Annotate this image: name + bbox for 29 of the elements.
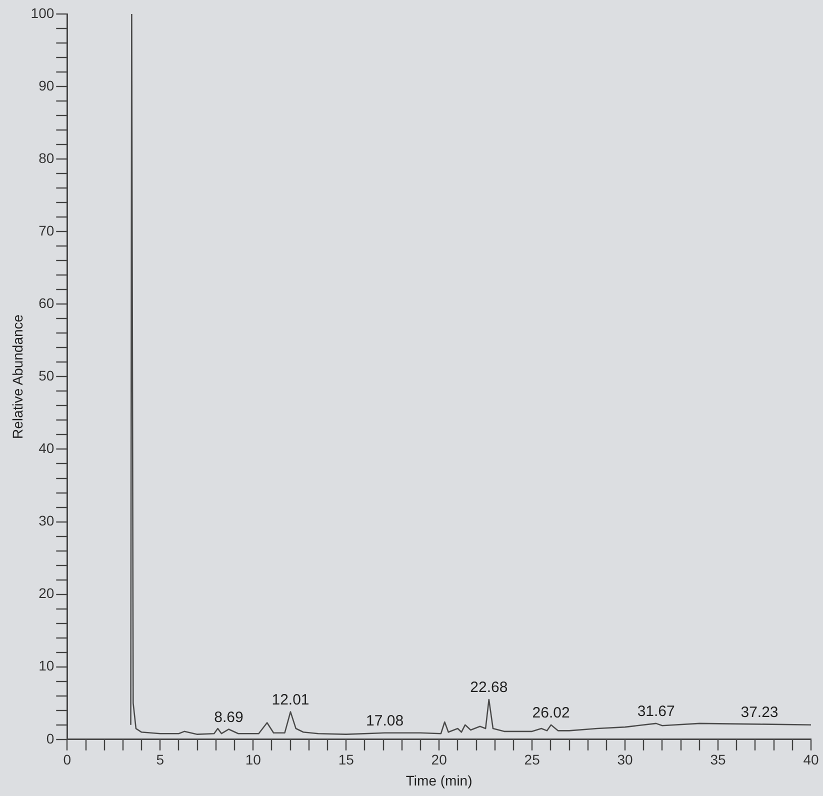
x-tick-label: 25 bbox=[524, 752, 540, 768]
x-tick-label: 35 bbox=[710, 752, 726, 768]
annotation: 22.68 bbox=[470, 679, 508, 696]
annotation: 17.08 bbox=[366, 712, 404, 730]
y-tick-label: 80 bbox=[38, 150, 54, 166]
y-tick-label: 0 bbox=[46, 730, 54, 746]
x-tick-label: 10 bbox=[245, 752, 262, 768]
x-tick-label: 0 bbox=[63, 752, 72, 768]
y-tick-label: 50 bbox=[38, 368, 54, 384]
x-axis-title: Time (min) bbox=[406, 772, 472, 788]
y-tick-label: 10 bbox=[38, 658, 54, 674]
x-tick-label: 40 bbox=[803, 752, 819, 768]
y-tick-label: 70 bbox=[38, 222, 54, 238]
x-tick-label: 5 bbox=[156, 752, 164, 768]
y-tick-label: 20 bbox=[38, 585, 54, 602]
y-tick-label: 30 bbox=[38, 512, 54, 529]
x-tick-label: 20 bbox=[431, 752, 448, 768]
x-tick-label: 30 bbox=[617, 752, 634, 768]
y-tick-label: 60 bbox=[38, 295, 54, 312]
annotation: 31.67 bbox=[637, 703, 675, 720]
annotation: 8.69 bbox=[214, 708, 244, 726]
annotation: 12.01 bbox=[272, 691, 310, 708]
x-tick-label: 15 bbox=[338, 752, 354, 768]
y-tick-label: 90 bbox=[38, 77, 54, 94]
annotation: 26.02 bbox=[532, 704, 570, 722]
y-tick-label: 40 bbox=[38, 440, 54, 456]
annotation: 37.23 bbox=[740, 704, 778, 721]
y-axis-title: Relative Abundance bbox=[9, 314, 26, 439]
y-tick-label: 100 bbox=[30, 4, 54, 21]
